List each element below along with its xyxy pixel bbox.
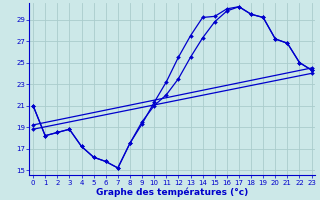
X-axis label: Graphe des températures (°c): Graphe des températures (°c) — [96, 187, 248, 197]
